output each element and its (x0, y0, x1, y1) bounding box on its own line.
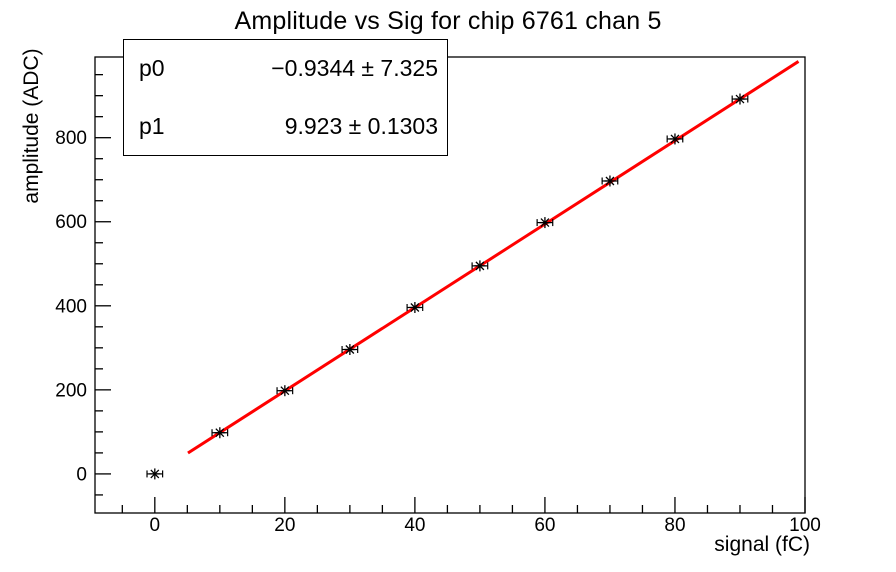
data-point-marker (540, 218, 550, 228)
x-tick-label: 20 (274, 515, 295, 536)
data-point-marker (670, 134, 680, 144)
y-tick-label: 0 (76, 464, 87, 485)
data-point-marker (410, 303, 420, 312)
stats-param-value: −0.9344 ± 7.325 (271, 55, 438, 82)
data-point-marker (735, 94, 745, 104)
x-tick-label: 0 (150, 515, 161, 536)
data-point-marker (345, 345, 355, 354)
fit-stats-box: p0 −0.9344 ± 7.325 p1 9.923 ± 0.1303 (123, 39, 448, 156)
stats-param-name: p0 (139, 55, 165, 82)
data-point-marker (280, 386, 290, 396)
y-tick-label: 800 (55, 128, 87, 149)
chart-title: Amplitude vs Sig for chip 6761 chan 5 (234, 7, 662, 35)
y-tick-label: 200 (55, 380, 87, 401)
fit-line (187, 60, 800, 455)
stats-param-name: p1 (139, 112, 165, 139)
y-tick-label: 400 (55, 296, 87, 317)
y-tick-label: 600 (55, 212, 87, 233)
data-point-marker (475, 261, 485, 271)
stats-row-p0: p0 −0.9344 ± 7.325 (124, 40, 447, 98)
y-axis-title: amplitude (ADC) (20, 48, 43, 204)
x-tick-label: 60 (534, 515, 555, 536)
x-tick-label: 80 (664, 515, 685, 536)
data-point-marker (605, 176, 615, 186)
stats-row-p1: p1 9.923 ± 0.1303 (124, 98, 447, 156)
data-point-marker (150, 469, 160, 479)
x-tick-label: 100 (789, 515, 821, 536)
x-tick-label: 40 (404, 515, 425, 536)
x-axis-title: signal (fC) (714, 533, 810, 556)
data-point-marker (215, 428, 225, 438)
stats-param-value: 9.923 ± 0.1303 (284, 112, 438, 139)
